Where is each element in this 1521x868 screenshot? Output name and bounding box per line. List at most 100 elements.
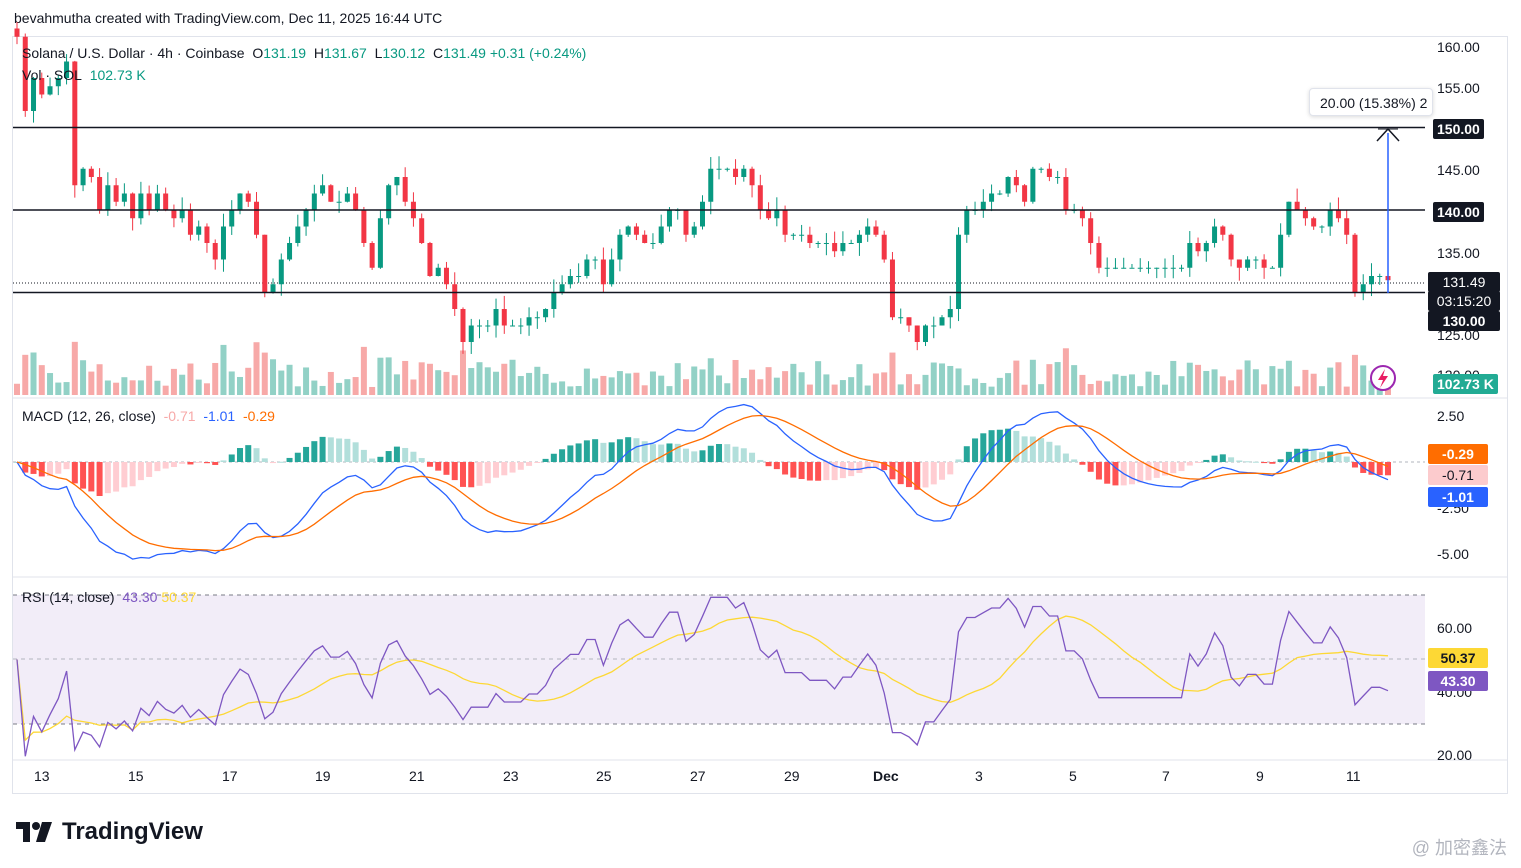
candle-body bbox=[980, 201, 986, 210]
volume-bar bbox=[765, 367, 772, 395]
macd-hist-bar bbox=[1112, 462, 1119, 486]
volume-bar bbox=[154, 380, 161, 395]
volume-bar bbox=[707, 358, 714, 395]
macd-legend: MACD (12, 26, close) -0.71 -1.01 -0.29 bbox=[22, 408, 275, 424]
candle-body bbox=[361, 210, 367, 243]
macd-hist-bar bbox=[22, 462, 29, 473]
macd-hist-bar bbox=[402, 447, 409, 462]
volume-bar bbox=[195, 379, 202, 395]
macd-hist-bar bbox=[220, 460, 227, 462]
candle-body bbox=[1253, 259, 1259, 261]
candle-body bbox=[840, 243, 846, 252]
macd-hist-bar bbox=[1252, 461, 1259, 463]
candle-body bbox=[1311, 218, 1317, 227]
candle-body bbox=[642, 234, 648, 243]
volume-tag: 102.73 K bbox=[1433, 374, 1498, 394]
volume-bar bbox=[980, 382, 987, 395]
volume-bar bbox=[369, 386, 376, 395]
candle-body bbox=[1327, 210, 1333, 227]
volume-bar bbox=[1203, 370, 1210, 395]
candle-body bbox=[435, 267, 441, 276]
candle-body bbox=[931, 325, 937, 327]
candle-body bbox=[97, 177, 103, 210]
rsi-value-tag: 43.30 bbox=[1428, 671, 1488, 691]
macd-hist-bar bbox=[732, 446, 739, 462]
volume-bar bbox=[1335, 362, 1342, 395]
macd-hist-bar bbox=[319, 436, 326, 462]
macd-hist-bar bbox=[914, 462, 921, 490]
candle-body bbox=[766, 210, 772, 219]
macd-hist-bar bbox=[633, 438, 640, 462]
candle-body bbox=[237, 193, 243, 210]
time-tick: 7 bbox=[1162, 768, 1170, 784]
candle-body bbox=[939, 317, 945, 326]
candle-body bbox=[146, 193, 152, 210]
countdown-tag: 03:15:20 bbox=[1428, 291, 1500, 311]
candles bbox=[14, 22, 1391, 354]
volume-bar bbox=[682, 379, 689, 395]
macd-lines bbox=[16, 403, 1389, 560]
symbol-title[interactable]: Solana / U.S. Dollar · 4h · Coinbase bbox=[22, 45, 245, 61]
volume-bar bbox=[798, 372, 805, 395]
candle-body bbox=[947, 309, 953, 318]
volume-bar bbox=[1219, 376, 1226, 395]
macd-hist-bar bbox=[1029, 436, 1036, 462]
volume-bar bbox=[410, 379, 417, 395]
volume-bar bbox=[583, 368, 590, 395]
macd-signal-value: -0.29 bbox=[243, 408, 275, 424]
tradingview-logo[interactable]: TradingView bbox=[16, 818, 203, 846]
chart-frame[interactable] bbox=[12, 36, 1508, 794]
volume-bar bbox=[1252, 369, 1259, 395]
rsi-label[interactable]: RSI (14, close) bbox=[22, 589, 115, 605]
volume-bar bbox=[649, 371, 656, 395]
measure-callout[interactable]: 20.00 (15.38%) 2 bbox=[1309, 88, 1433, 116]
volume-bar bbox=[121, 377, 128, 395]
price-tick: 160.00 bbox=[1437, 39, 1480, 55]
volume-bar bbox=[435, 370, 442, 395]
candle-body bbox=[700, 201, 705, 227]
macd-label[interactable]: MACD (12, 26, close) bbox=[22, 408, 156, 424]
candle-body bbox=[807, 234, 813, 243]
volume-bar bbox=[1178, 376, 1185, 395]
volume-bar bbox=[418, 362, 425, 395]
macd-hist-bar bbox=[1244, 461, 1251, 463]
candle-body bbox=[733, 168, 739, 177]
macd-hist-bar bbox=[88, 462, 95, 492]
volume-bar bbox=[757, 379, 764, 395]
macd-hist-bar bbox=[1203, 459, 1210, 462]
volume-bar bbox=[1021, 384, 1028, 395]
candle-body bbox=[625, 226, 631, 235]
volume-bar bbox=[815, 361, 822, 395]
volume-bar bbox=[848, 377, 855, 395]
macd-hist-bar bbox=[649, 444, 656, 462]
candle-body bbox=[320, 185, 326, 194]
candle-body bbox=[493, 309, 499, 326]
candle-body bbox=[1212, 226, 1218, 243]
candle-body bbox=[204, 226, 210, 243]
macd-hist-bar bbox=[1162, 462, 1169, 476]
macd-hist-bar bbox=[625, 437, 632, 462]
macd-hist-bar bbox=[418, 458, 425, 462]
volume-bar bbox=[955, 368, 962, 395]
time-tick: 21 bbox=[409, 768, 425, 784]
time-tick: 29 bbox=[784, 768, 800, 784]
measure-arrow-head bbox=[1376, 127, 1400, 142]
macd-hist-bar bbox=[583, 440, 590, 462]
candle-body bbox=[427, 243, 433, 276]
volume-label[interactable]: Vol · SOL bbox=[22, 67, 82, 83]
candle-body bbox=[1269, 267, 1275, 269]
candle-body bbox=[1079, 210, 1085, 219]
volume-bar bbox=[443, 371, 450, 395]
macd-hist-bar bbox=[1376, 462, 1383, 476]
macd-hist-bar bbox=[385, 451, 392, 462]
time-tick: 23 bbox=[503, 768, 519, 784]
candle-body bbox=[724, 168, 730, 170]
macd-hist-bar bbox=[881, 462, 888, 471]
rsi-ma-line bbox=[16, 615, 1389, 742]
candle-body bbox=[1129, 267, 1135, 269]
volume-bar bbox=[402, 360, 409, 395]
volume-bar bbox=[459, 350, 466, 395]
attribution-header: bevahmutha created with TradingView.com,… bbox=[14, 10, 443, 26]
macd-hist-bar bbox=[575, 443, 582, 462]
